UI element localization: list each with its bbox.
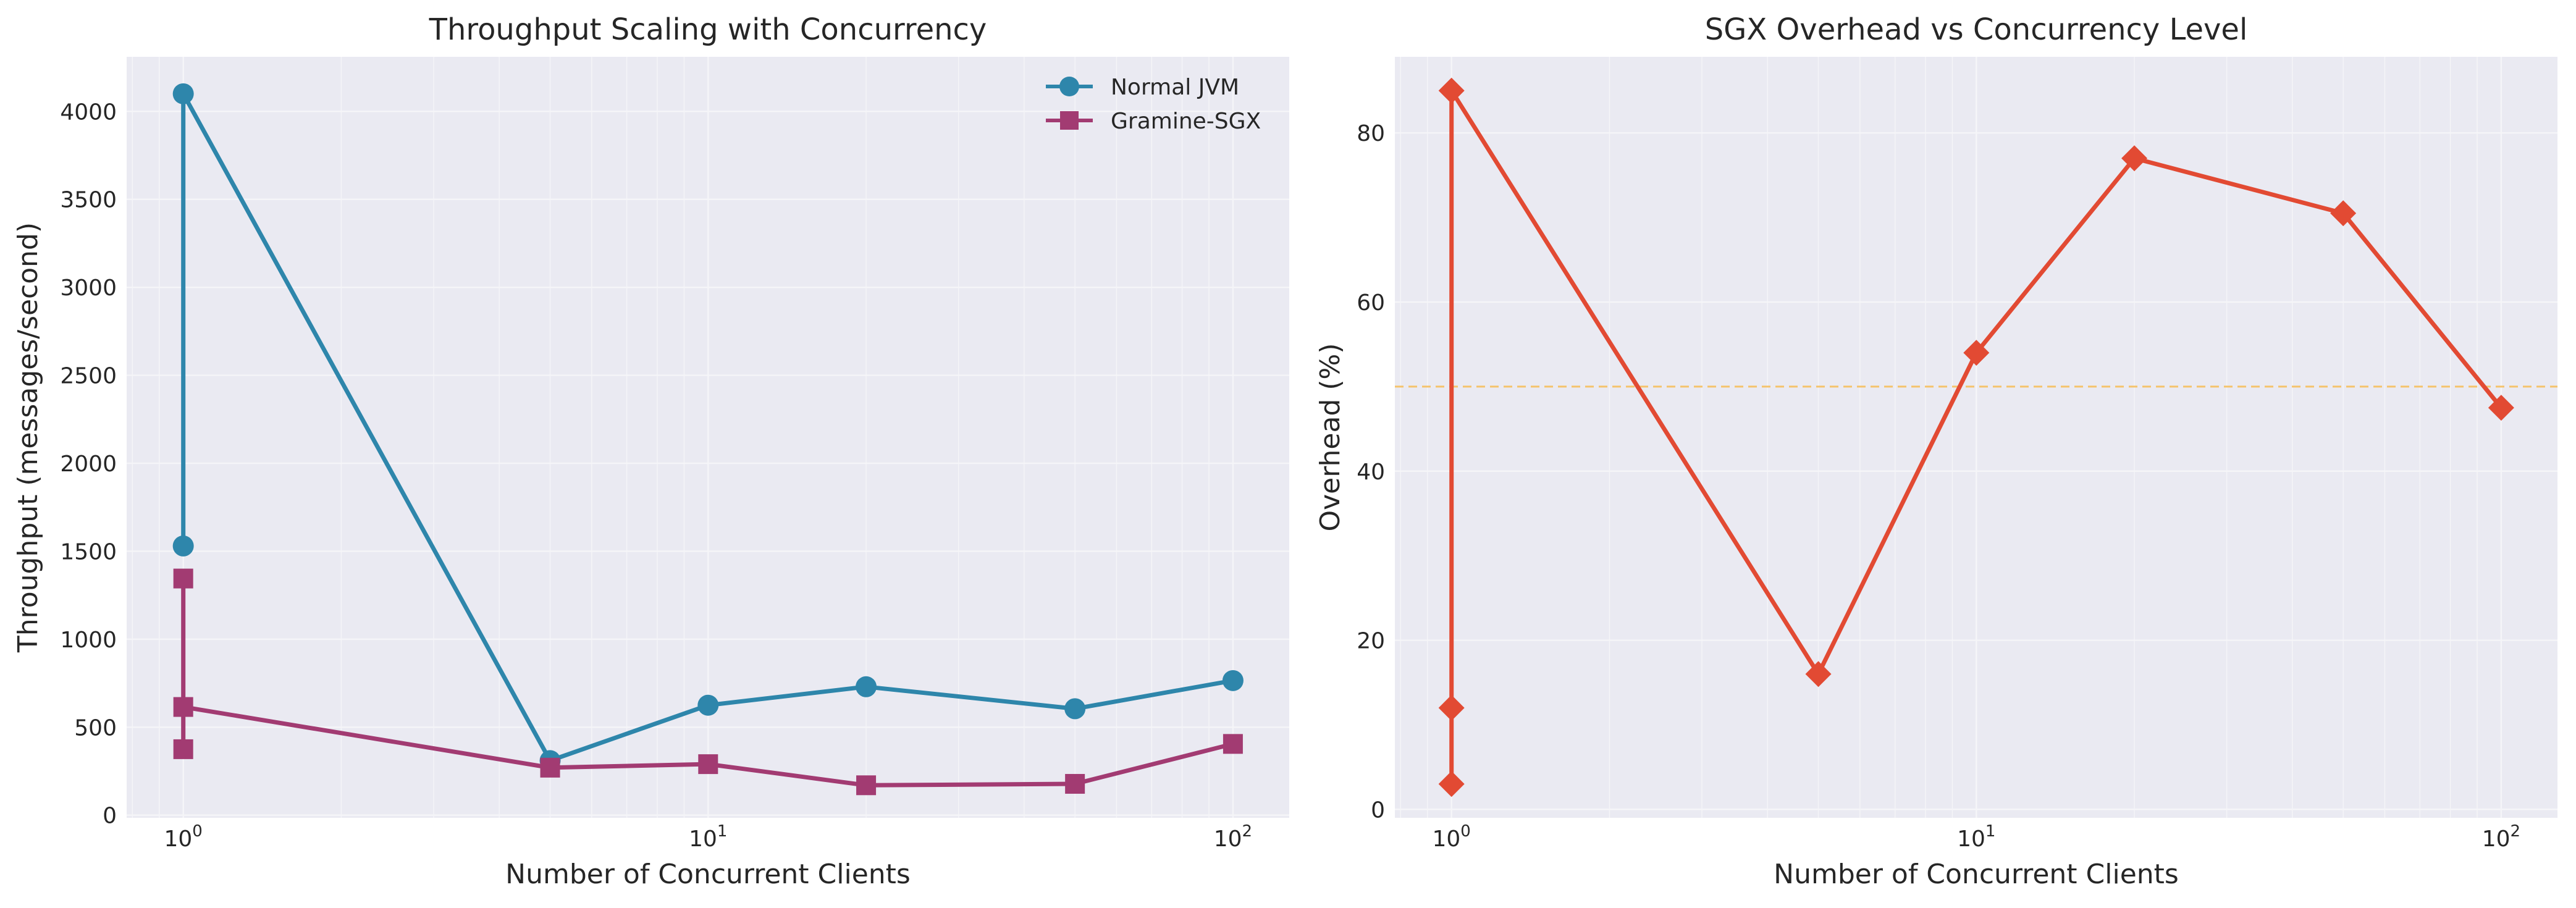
throughput-chart: 100 102 101 0 500 1000 1500 2000 2500 3000 3500 400… [12, 12, 1289, 890]
y-tick-label: 20 [1357, 629, 1385, 654]
data-point-gramine-sgx [856, 775, 877, 796]
data-point-normal-jvm [1064, 698, 1086, 720]
data-point-series-0 [1963, 340, 1990, 366]
data-point-gramine-sgx [1223, 734, 1243, 754]
legend-marker-gramine-sgx [1060, 111, 1079, 130]
x-tick-label: 102 [1214, 822, 1252, 852]
data-point-series-0 [1438, 695, 1465, 721]
x-tick-label: 101 [689, 822, 727, 852]
tick-labels-throughput: 100 102 101 0 500 1000 1500 2000 2500 3000 3500 400… [60, 99, 1252, 852]
series-group-throughput [172, 83, 1244, 796]
data-point-gramine-sgx [173, 568, 193, 589]
x-axis-label-overhead: Number of Concurrent Clients [1774, 859, 2179, 890]
data-point-gramine-sgx [173, 739, 193, 759]
x-tick-label: 101 [1957, 822, 1995, 852]
y-tick-label: 80 [1357, 121, 1385, 146]
y-tick-label: 3000 [60, 275, 117, 301]
legend-label-normal-jvm: Normal JVM [1111, 75, 1239, 100]
data-point-gramine-sgx [1065, 774, 1085, 794]
data-point-normal-jvm [856, 676, 877, 697]
x-tick-label: 100 [164, 822, 202, 852]
y-axis-label-throughput: Throughput (messages/second) [12, 222, 44, 653]
legend: Normal JVM Gramine-SGX [1046, 75, 1261, 134]
y-tick-label: 4000 [60, 99, 117, 125]
data-point-series-0 [1805, 661, 1832, 687]
y-tick-label: 500 [74, 715, 117, 741]
data-point-gramine-sgx [698, 754, 718, 775]
data-point-series-0 [1438, 771, 1465, 797]
data-point-normal-jvm [697, 694, 719, 716]
data-point-normal-jvm [172, 535, 194, 557]
data-point-normal-jvm [172, 83, 194, 104]
y-tick-label: 40 [1357, 460, 1385, 485]
y-tick-label: 3500 [60, 188, 117, 213]
data-point-series-0 [2121, 145, 2148, 172]
data-point-series-0 [2330, 200, 2357, 227]
y-tick-label: 2500 [60, 364, 117, 389]
data-point-normal-jvm [1222, 670, 1244, 691]
legend-label-gramine-sgx: Gramine-SGX [1111, 109, 1261, 134]
x-tick-label: 102 [2482, 822, 2520, 852]
overhead-chart: 100 101 102 0 20 40 60 80 SGX Overhead vs Concu… [1315, 12, 2557, 890]
x-tick-label: 100 [1432, 822, 1470, 852]
data-point-series-0 [2488, 395, 2514, 421]
legend-marker-normal-jvm [1059, 77, 1079, 96]
tick-labels-overhead: 100 101 102 0 20 40 60 80 [1357, 121, 2520, 852]
data-point-gramine-sgx [540, 757, 560, 778]
chart-title-overhead: SGX Overhead vs Concurrency Level [1705, 12, 2248, 47]
data-point-gramine-sgx [173, 697, 193, 717]
y-tick-label: 0 [103, 804, 117, 829]
legend-item-normal-jvm: Normal JVM [1046, 75, 1239, 100]
series-group-overhead [1438, 77, 2514, 797]
y-tick-label: 0 [1371, 797, 1385, 823]
x-axis-label-throughput: Number of Concurrent Clients [505, 859, 911, 890]
y-tick-label: 1500 [60, 539, 117, 565]
y-axis-label-overhead: Overhead (%) [1315, 343, 1346, 531]
data-point-series-0 [1438, 77, 1465, 104]
y-tick-label: 60 [1357, 290, 1385, 316]
y-tick-label: 2000 [60, 452, 117, 477]
series-line-series-0 [1449, 88, 2503, 784]
legend-item-gramine-sgx: Gramine-SGX [1046, 109, 1261, 134]
y-tick-label: 1000 [60, 628, 117, 653]
series-line-gramine-sgx [181, 576, 1234, 788]
chart-title-throughput: Throughput Scaling with Concurrency [429, 12, 987, 47]
